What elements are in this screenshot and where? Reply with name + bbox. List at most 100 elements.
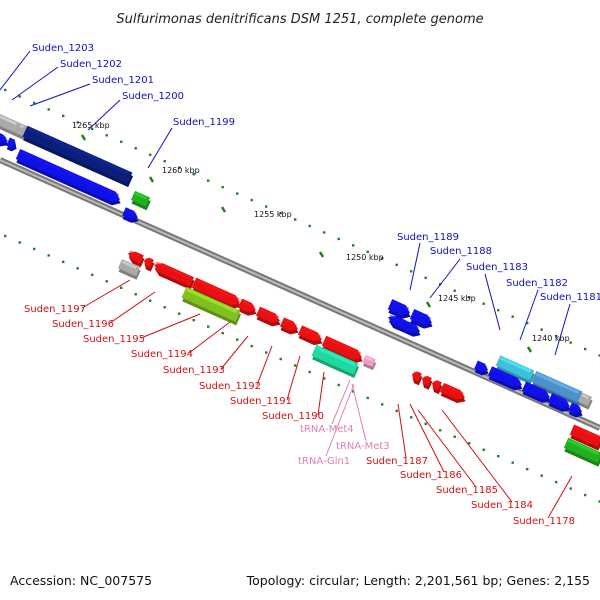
feature-highlight [145, 257, 151, 262]
feature-highlight [477, 361, 487, 368]
gene-feature [547, 393, 571, 412]
gene-feature [409, 309, 433, 329]
minor-tick [323, 231, 326, 234]
feature-highlight [19, 124, 25, 129]
minor-tick [511, 315, 514, 318]
minor-tick [497, 454, 500, 458]
feature-highlight [0, 130, 7, 140]
gene-label: Suden_1200 [122, 91, 184, 102]
gene-label: tRNA-Met4 [300, 424, 354, 435]
feature-highlight [571, 403, 581, 410]
minor-tick [584, 347, 587, 351]
feature-body [432, 380, 442, 391]
scale-ticks: 1265 kbp 1260 kbp 1255 kbp 1250 kbp 1245 kbp… [4, 88, 600, 503]
minor-tick [424, 276, 427, 280]
minor-tick [366, 250, 369, 254]
gene-feature [563, 437, 600, 467]
feature-body [15, 123, 28, 137]
feature-highlight [134, 192, 147, 200]
minor-tick [526, 321, 529, 325]
leader-line [409, 403, 445, 473]
minor-tick [120, 140, 123, 143]
gene-label: Suden_1194 [131, 349, 193, 360]
feature-highlight [155, 261, 191, 280]
minor-tick [62, 114, 65, 118]
minor-tick [453, 435, 456, 438]
minor-tick [381, 403, 384, 406]
feature-highlight [315, 346, 356, 366]
gene-label: Suden_1183 [466, 262, 528, 273]
label-leader-lines [0, 50, 573, 519]
leader-line [11, 66, 59, 101]
minor-tick [555, 480, 558, 484]
minor-tick [4, 234, 7, 238]
gene-feature [128, 250, 145, 268]
minor-tick [323, 377, 326, 380]
minor-tick [207, 179, 210, 182]
minor-tick [337, 237, 340, 241]
minor-tick [207, 325, 210, 328]
minor-tick [134, 293, 137, 296]
major-tick [148, 176, 155, 183]
minor-tick [598, 500, 600, 503]
minor-tick [381, 257, 384, 260]
minor-tick [294, 218, 297, 221]
minor-tick [468, 442, 471, 445]
feature-highlight [19, 150, 120, 197]
minor-tick [352, 390, 355, 393]
feature-body [128, 251, 144, 264]
gene-feature [495, 355, 535, 385]
major-tick [318, 251, 325, 258]
leader-line [325, 383, 355, 457]
scale-label: 1265 kbp [72, 121, 110, 130]
gene-feature [387, 299, 411, 319]
leader-line [429, 258, 461, 299]
gene-feature [487, 366, 523, 391]
gene-feature [404, 321, 421, 337]
gene-label: Suden_1193 [163, 365, 225, 376]
leader-line [409, 242, 421, 291]
feature-highlight [573, 425, 600, 440]
minor-tick [105, 134, 108, 137]
minor-tick [33, 101, 36, 105]
feature-body [474, 360, 489, 372]
minor-tick [33, 247, 36, 251]
leader-line [29, 83, 91, 107]
minor-tick [482, 448, 485, 451]
gene-feature [6, 137, 17, 152]
major-tick [220, 206, 227, 213]
feature-body [0, 110, 21, 134]
feature-body [6, 137, 17, 148]
minor-tick [337, 383, 340, 387]
gene-label: Suden_1181 [540, 292, 600, 303]
leader-line [256, 345, 273, 386]
feature-highlight [551, 394, 569, 405]
minor-tick [540, 474, 543, 477]
minor-tick [511, 461, 514, 464]
major-tick [526, 346, 533, 353]
gene-feature [0, 129, 9, 147]
leader-line [81, 279, 131, 309]
feature-body [422, 375, 432, 387]
leader-line [519, 289, 539, 341]
gene-label: Suden_1195 [83, 334, 145, 345]
gene-label: Suden_1202 [60, 59, 122, 70]
minor-tick [76, 121, 79, 124]
minor-tick [163, 160, 166, 163]
minor-tick [352, 244, 355, 247]
minor-tick [91, 273, 94, 277]
minor-tick [163, 306, 166, 309]
feature-body [0, 129, 9, 143]
gene-feature [22, 125, 134, 188]
minor-tick [18, 95, 21, 98]
minor-tick [366, 396, 369, 400]
gene-feature [474, 360, 489, 376]
gene-feature [422, 375, 433, 390]
feature-highlight [433, 380, 439, 385]
minor-tick [91, 127, 94, 131]
minor-tick [149, 299, 152, 302]
gene-feature [577, 392, 593, 410]
minor-tick [105, 280, 108, 283]
leader-line [188, 321, 231, 354]
